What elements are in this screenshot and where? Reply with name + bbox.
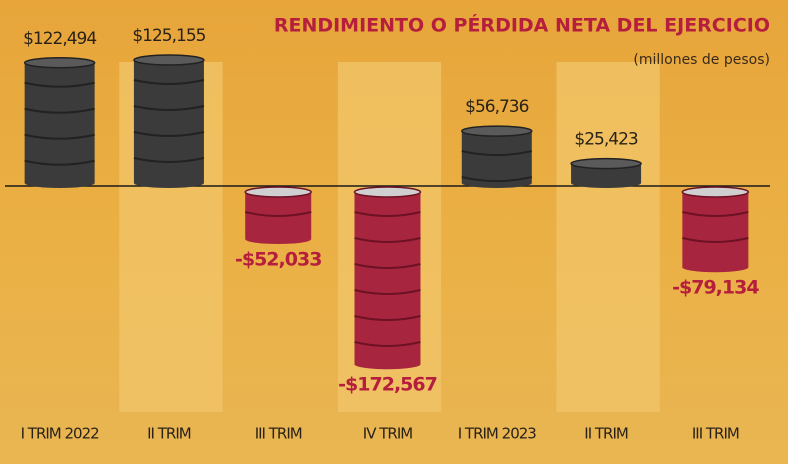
- barrel-body: [682, 191, 748, 267]
- barrel-top: [355, 187, 421, 197]
- chart-subtitle: (millones de pesos): [633, 52, 770, 68]
- barrel-top: [571, 159, 641, 169]
- x-tick-label: II TRIM: [147, 425, 191, 443]
- value-label: $125,155: [132, 26, 205, 46]
- value-label: $25,423: [574, 130, 637, 150]
- barrel-top: [462, 126, 532, 136]
- barrel-top: [245, 187, 311, 197]
- barrel: [571, 159, 641, 188]
- x-tick-label: III TRIM: [255, 425, 302, 443]
- barrel: [462, 126, 532, 188]
- barrel-top: [25, 58, 95, 68]
- barrel: [682, 187, 748, 272]
- value-label: -$79,134: [672, 277, 759, 299]
- barrel-body: [134, 59, 204, 183]
- value-label: -$52,033: [235, 249, 321, 271]
- barrel-top: [134, 55, 204, 65]
- column-stripe: [556, 62, 659, 412]
- x-tick-label: I TRIM 2022: [21, 425, 100, 443]
- barrel: [134, 55, 204, 188]
- value-label: $122,494: [23, 29, 96, 49]
- barrel: [355, 187, 421, 369]
- barrel: [25, 58, 95, 188]
- barrel-body: [462, 130, 532, 183]
- chart-title: RENDIMIENTO O PÉRDIDA NETA DEL EJERCICIO: [274, 14, 770, 37]
- barrel-top: [682, 187, 748, 197]
- barrel: [245, 187, 311, 244]
- value-label: $56,736: [465, 97, 528, 117]
- chart: RENDIMIENTO O PÉRDIDA NETA DEL EJERCICIO…: [0, 0, 788, 464]
- x-tick-label: II TRIM: [584, 425, 628, 443]
- x-tick-label: III TRIM: [692, 425, 739, 443]
- x-tick-label: IV TRIM: [363, 425, 412, 443]
- x-tick-label: I TRIM 2023: [458, 425, 537, 443]
- value-label: -$172,567: [338, 374, 437, 396]
